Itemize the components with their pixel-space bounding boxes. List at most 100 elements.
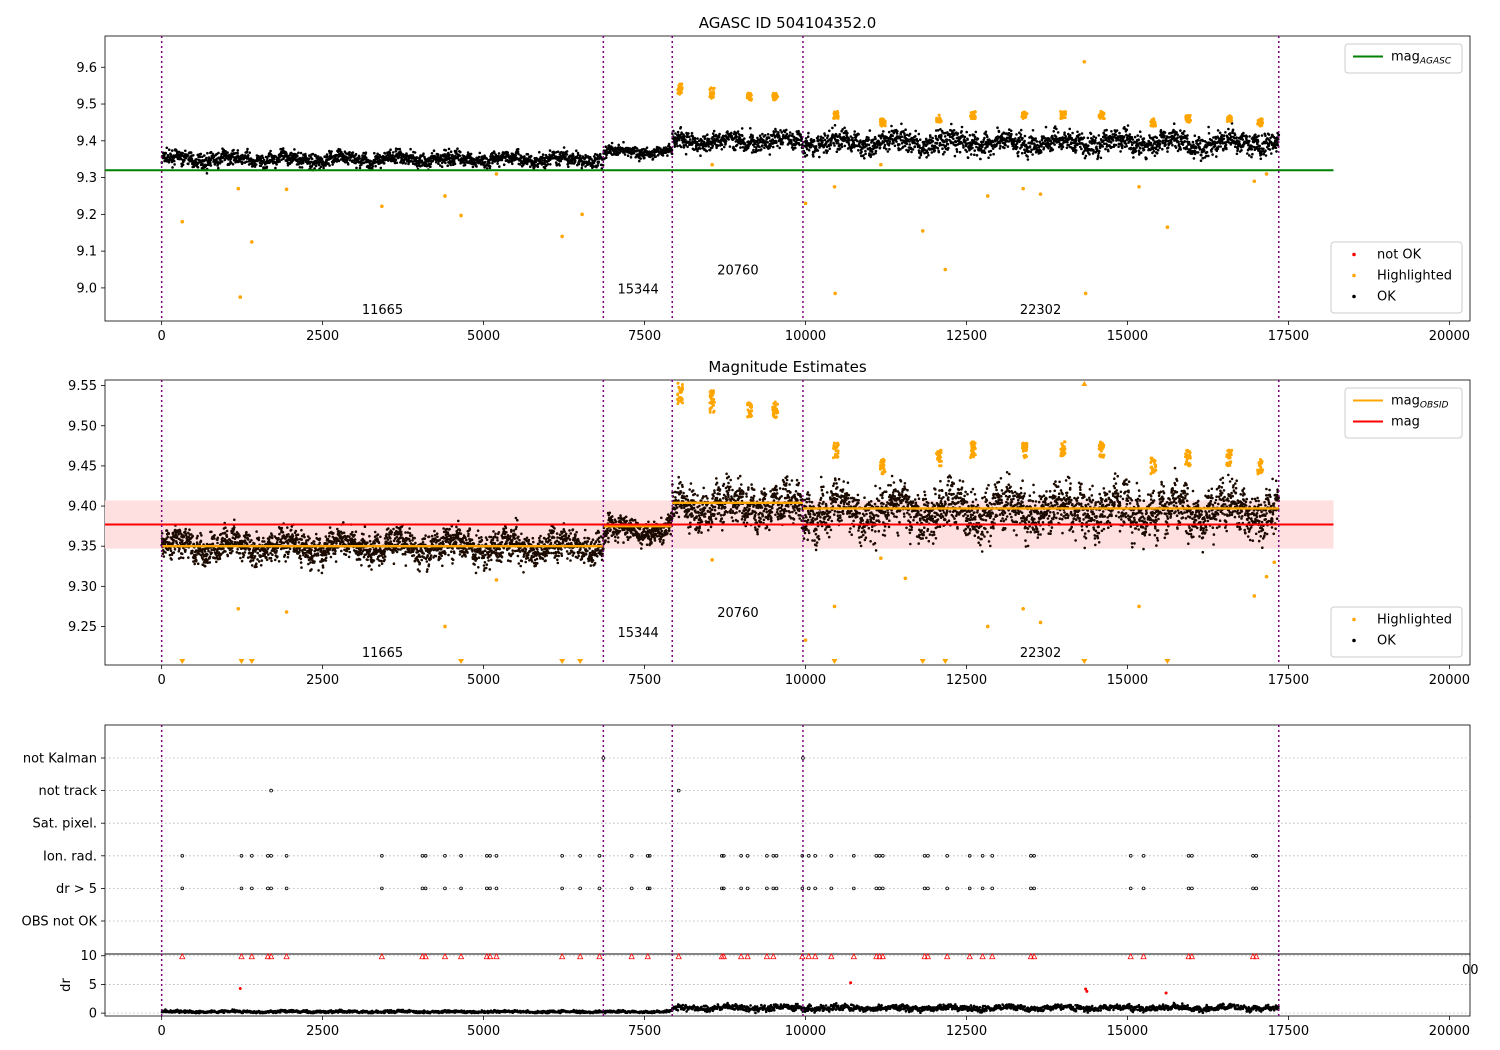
chart-title: Magnitude Estimates xyxy=(708,358,866,376)
flag-marker xyxy=(990,886,995,891)
flag-marker xyxy=(806,853,811,858)
dr-clipped-marker xyxy=(720,952,727,960)
dr-point-highlight xyxy=(1164,991,1168,995)
dr-clipped-marker xyxy=(989,952,996,960)
legend-label: mag xyxy=(1391,415,1420,430)
flag-marker xyxy=(721,853,726,858)
dr-clipped-marker xyxy=(179,952,186,960)
flag-marker xyxy=(721,886,726,891)
highlighted-burst xyxy=(708,86,716,100)
y-tick-label: 9.4 xyxy=(76,134,97,149)
flag-marker xyxy=(990,853,995,858)
below-range-marker xyxy=(1164,659,1171,664)
y-tick-label: 9.0 xyxy=(76,281,97,296)
flag-marker xyxy=(488,853,492,858)
below-range-marker xyxy=(559,659,566,664)
flag-marker xyxy=(1251,886,1255,891)
highlighted-burst xyxy=(771,91,780,102)
x-tick-label: 20000 xyxy=(1429,673,1470,688)
highlighted-burst xyxy=(831,441,840,460)
highlighted-point xyxy=(985,624,990,629)
plot-frame xyxy=(104,724,1471,955)
highlighted-burst xyxy=(1149,117,1158,128)
dr-clipped-marker xyxy=(558,952,566,960)
flag-marker xyxy=(597,886,602,891)
flag-category-label: Sat. pixel. xyxy=(33,817,97,832)
flag-marker xyxy=(420,853,425,858)
flag-marker xyxy=(980,853,985,858)
legend-box xyxy=(1330,241,1463,314)
plot-frame xyxy=(104,35,1471,322)
x-tick-label: 17500 xyxy=(1268,673,1309,688)
highlighted-point xyxy=(1252,594,1257,598)
highlighted-burst xyxy=(1256,117,1265,128)
y-tick-label: 9.50 xyxy=(68,419,97,434)
dr-clipped-marker xyxy=(1030,952,1038,960)
dr-clipped-marker xyxy=(924,952,932,960)
legend-dot xyxy=(1352,273,1356,278)
highlighted-point xyxy=(443,624,447,629)
flag-marker xyxy=(880,853,885,858)
obsid-label: 11665 xyxy=(362,303,403,318)
flag-marker xyxy=(488,886,492,891)
highlighted-point xyxy=(1264,172,1269,176)
flag-category-label: Ion. rad. xyxy=(43,849,97,864)
legend-label: OK xyxy=(1377,290,1396,305)
dr-clipped-marker xyxy=(1027,952,1035,960)
highlighted-burst xyxy=(746,401,754,419)
highlighted-burst xyxy=(1020,110,1029,120)
dr-clipped-marker xyxy=(248,952,255,960)
flag-category-label: not track xyxy=(38,784,97,799)
highlighted-point xyxy=(803,201,808,206)
obsid-label: 22302 xyxy=(1020,646,1061,661)
flag-marker xyxy=(1128,853,1133,858)
highlighted-point xyxy=(560,234,564,239)
flag-marker xyxy=(494,886,499,891)
x-tick-label: 10000 xyxy=(785,329,826,344)
x-tick-label: 7500 xyxy=(628,673,661,688)
highlighted-point xyxy=(1083,291,1088,296)
flag-marker xyxy=(485,886,489,891)
dr-clipped-marker xyxy=(979,952,986,960)
dr-clipped-marker xyxy=(828,952,835,960)
flag-marker xyxy=(720,853,724,858)
flag-marker xyxy=(800,886,805,891)
x-tick-label: 10000 xyxy=(785,673,826,688)
flag-marker xyxy=(1032,853,1036,858)
flag-marker xyxy=(1186,853,1191,858)
flag-marker xyxy=(423,886,428,891)
flag-marker xyxy=(1186,886,1191,891)
highlighted-point xyxy=(710,558,714,562)
flag-marker xyxy=(945,886,949,891)
dr-clipped-marker xyxy=(283,952,290,960)
highlighted-burst xyxy=(1184,114,1193,124)
flag-marker xyxy=(578,853,582,858)
flag-marker xyxy=(801,756,805,760)
y-tick-label: 9.3 xyxy=(76,171,97,186)
flag-marker xyxy=(880,886,885,891)
dr-clipped-marker xyxy=(744,952,751,960)
flag-marker xyxy=(877,886,882,891)
flag-category-label: dr > 5 xyxy=(56,882,97,897)
highlighted-point xyxy=(284,610,289,614)
highlighted-burst xyxy=(1149,456,1158,476)
below-range-marker xyxy=(942,659,949,664)
dr-point-highlight xyxy=(1084,987,1088,991)
y-tick-label: 5 xyxy=(89,978,97,993)
flag-marker xyxy=(1032,886,1036,891)
flag-marker xyxy=(1141,853,1146,858)
x-tick-label: 17500 xyxy=(1268,329,1309,344)
data-points-ok xyxy=(160,1001,1280,1015)
highlighted-point xyxy=(494,578,499,582)
highlighted-point xyxy=(1082,59,1087,64)
x-tick-label: 7500 xyxy=(628,329,661,344)
x-tick-label: 2500 xyxy=(306,329,339,344)
x-tick-label: 15000 xyxy=(1107,673,1148,688)
y-tick-label: 9.5 xyxy=(76,98,97,113)
flag-marker xyxy=(739,853,743,858)
highlighted-burst xyxy=(708,389,716,414)
highlighted-burst xyxy=(832,109,840,120)
flag-marker xyxy=(852,886,856,891)
flag-marker xyxy=(269,853,273,858)
highlighted-burst xyxy=(1225,448,1234,468)
